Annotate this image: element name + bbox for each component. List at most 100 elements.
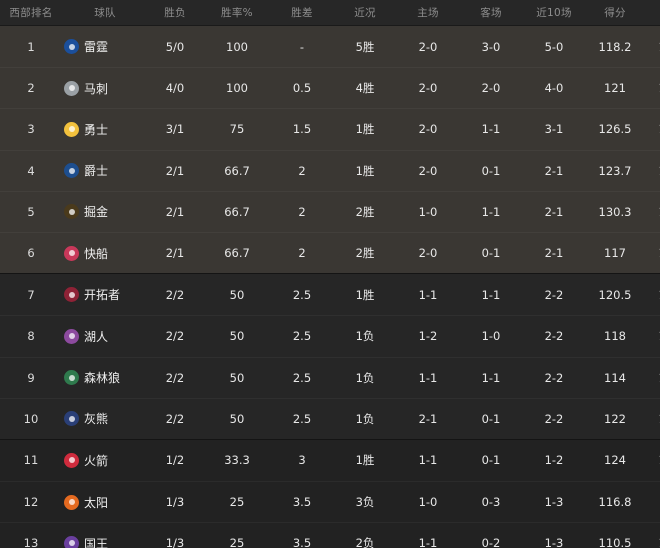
team-name[interactable]: 太阳 xyxy=(84,495,109,510)
cell-wl: 4/0 xyxy=(165,81,185,96)
cell-pf: 110.5 xyxy=(598,536,632,548)
cell-gb: - xyxy=(299,39,305,54)
team-name[interactable]: 火箭 xyxy=(84,453,109,468)
team-name[interactable]: 马刺 xyxy=(84,81,109,96)
cell-pct: 66.7 xyxy=(224,163,250,178)
cell-home: 2-1 xyxy=(418,411,438,426)
cell-away: 0-1 xyxy=(481,411,501,426)
cell-l10: 2-1 xyxy=(544,204,564,219)
team-logo-icon xyxy=(64,535,79,548)
team-logo-icon xyxy=(64,39,79,55)
cell-rank: 4 xyxy=(27,163,35,178)
cell-rank: 5 xyxy=(27,204,35,219)
team-logo-icon xyxy=(64,204,79,220)
cell-pa: 120.7 xyxy=(644,205,660,219)
column-header-rank[interactable]: 西部排名 xyxy=(9,7,53,19)
cell-pct: 50 xyxy=(229,287,245,302)
team-name[interactable]: 快船 xyxy=(84,246,109,261)
cell-pf: 130.3 xyxy=(598,204,632,219)
column-header-pct[interactable]: 胜率% xyxy=(221,7,253,19)
team-logo-icon xyxy=(64,163,79,179)
column-header-gb[interactable]: 胜差 xyxy=(291,7,313,19)
column-header-home[interactable]: 主场 xyxy=(417,7,439,19)
cell-streak: 2负 xyxy=(355,536,375,548)
zone-playin: 7开拓者2/2502.51胜1-11-12-2120.5114.8附加赛区5.7… xyxy=(0,273,660,439)
team-name[interactable]: 湖人 xyxy=(84,329,109,344)
cell-team: 雷霆 xyxy=(62,38,146,55)
cell-team: 马刺 xyxy=(62,80,146,97)
cell-streak: 1胜 xyxy=(355,163,375,178)
cell-team: 快船 xyxy=(62,245,146,262)
cell-wl: 2/2 xyxy=(165,411,185,426)
column-header-wl[interactable]: 胜负 xyxy=(164,7,186,19)
column-header-l10[interactable]: 近10场 xyxy=(536,7,572,19)
cell-rank: 10 xyxy=(23,411,39,426)
team-name[interactable]: 开拓者 xyxy=(84,288,121,303)
team-name[interactable]: 灰熊 xyxy=(84,412,109,427)
cell-streak: 2胜 xyxy=(355,204,375,219)
cell-pct: 50 xyxy=(229,370,245,385)
column-header-away[interactable]: 客场 xyxy=(480,7,502,19)
team-name[interactable]: 勇士 xyxy=(84,122,109,137)
cell-wl: 1/2 xyxy=(165,453,185,468)
zone-out: 11火箭1/233.331胜1-10-11-2124116.37.712太阳1/… xyxy=(0,438,660,548)
cell-streak: 1胜 xyxy=(355,122,375,137)
team-logo-icon xyxy=(64,328,79,344)
cell-team: 勇士 xyxy=(62,121,146,138)
cell-gb: 1.5 xyxy=(292,122,312,137)
cell-pa: 115.7 xyxy=(644,164,660,178)
team-name[interactable]: 森林狼 xyxy=(84,371,121,386)
column-header-team[interactable]: 球队 xyxy=(94,7,116,19)
column-header-pa[interactable]: 失分 xyxy=(644,5,660,20)
cell-gb: 3.5 xyxy=(292,495,312,510)
cell-pct: 66.7 xyxy=(224,204,250,219)
cell-team: 火箭 xyxy=(62,452,146,469)
column-header-streak[interactable]: 近况 xyxy=(354,7,376,19)
cell-wl: 1/3 xyxy=(165,536,185,548)
cell-pa: 114.8 xyxy=(644,288,660,302)
cell-streak: 5胜 xyxy=(355,39,375,54)
table-body: 1雷霆5/0100-5胜2-03-05-0118.2110.8季后赛区7.42马… xyxy=(0,26,660,548)
cell-home: 2-0 xyxy=(418,81,438,96)
cell-pct: 75 xyxy=(229,122,245,137)
cell-wl: 2/1 xyxy=(165,246,185,261)
cell-team: 开拓者 xyxy=(62,286,146,303)
team-name[interactable]: 国王 xyxy=(84,536,109,548)
team-logo-icon xyxy=(64,452,79,468)
cell-pf: 118.2 xyxy=(598,39,632,54)
cell-streak: 4胜 xyxy=(355,81,375,96)
cell-home: 1-1 xyxy=(418,453,438,468)
column-header-pf[interactable]: 得分 xyxy=(604,7,626,19)
cell-pa: 119.8 xyxy=(644,371,660,385)
cell-pct: 50 xyxy=(229,329,245,344)
cell-home: 2-0 xyxy=(418,163,438,178)
cell-home: 1-0 xyxy=(418,204,438,219)
cell-team: 国王 xyxy=(62,535,146,548)
cell-wl: 2/1 xyxy=(165,204,185,219)
cell-home: 1-0 xyxy=(418,495,438,510)
team-logo-icon xyxy=(64,494,79,510)
cell-gb: 2 xyxy=(298,246,306,261)
cell-wl: 2/2 xyxy=(165,329,185,344)
cell-streak: 2胜 xyxy=(355,246,375,261)
cell-pf: 126.5 xyxy=(598,122,632,137)
team-logo-icon xyxy=(64,121,79,137)
team-name[interactable]: 掘金 xyxy=(84,205,109,220)
team-name[interactable]: 雷霆 xyxy=(84,40,109,55)
team-name[interactable]: 爵士 xyxy=(84,164,109,179)
cell-pf: 122 xyxy=(604,411,626,426)
cell-away: 3-0 xyxy=(481,39,501,54)
